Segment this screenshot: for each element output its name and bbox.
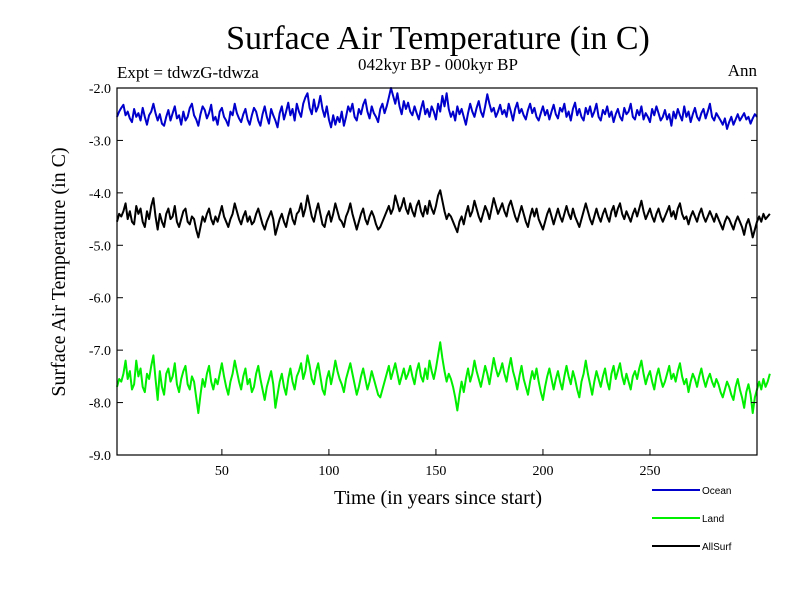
y-axis-label: Surface Air Temperature (in C) — [48, 147, 70, 396]
x-tick-label: 200 — [532, 464, 553, 479]
x-tick-label: 50 — [215, 464, 229, 479]
series-line-allsurf — [116, 189, 771, 239]
y-tick-label: -5.0 — [89, 239, 111, 254]
series-line-land — [116, 341, 771, 415]
x-tick-label: 100 — [318, 464, 339, 479]
y-tick-label: -7.0 — [89, 344, 111, 359]
series-group — [116, 87, 771, 415]
legend-label-ocean: Ocean — [702, 486, 731, 497]
y-tick-label: -3.0 — [89, 134, 111, 149]
ticks-group: 50 100 150 200 250 -2.0 -3.0 -4.0 -5.0 -6.0 -7.0 -8… — [89, 82, 757, 479]
x-axis-label: Time (in years since start) — [334, 487, 542, 509]
chart-title: Surface Air Temperature (in C) — [226, 20, 650, 57]
legend-label-land: Land — [702, 514, 724, 525]
legend: Ocean Land AllSurf — [652, 486, 732, 553]
x-tick-label: 150 — [425, 464, 446, 479]
y-tick-label: -6.0 — [89, 292, 111, 307]
y-tick-label: -9.0 — [89, 449, 111, 464]
series-line-ocean — [116, 87, 758, 130]
chart-subtitle: 042kyr BP - 000kyr BP — [358, 55, 518, 74]
legend-label-allsurf: AllSurf — [702, 542, 732, 553]
y-tick-label: -8.0 — [89, 397, 111, 412]
x-tick-label: 250 — [639, 464, 660, 479]
experiment-label: Expt = tdwzG-tdwza — [117, 63, 259, 82]
y-tick-label: -2.0 — [89, 82, 111, 97]
season-label: Ann — [728, 61, 758, 80]
plot-frame — [116, 87, 758, 456]
y-tick-label: -4.0 — [89, 187, 111, 202]
